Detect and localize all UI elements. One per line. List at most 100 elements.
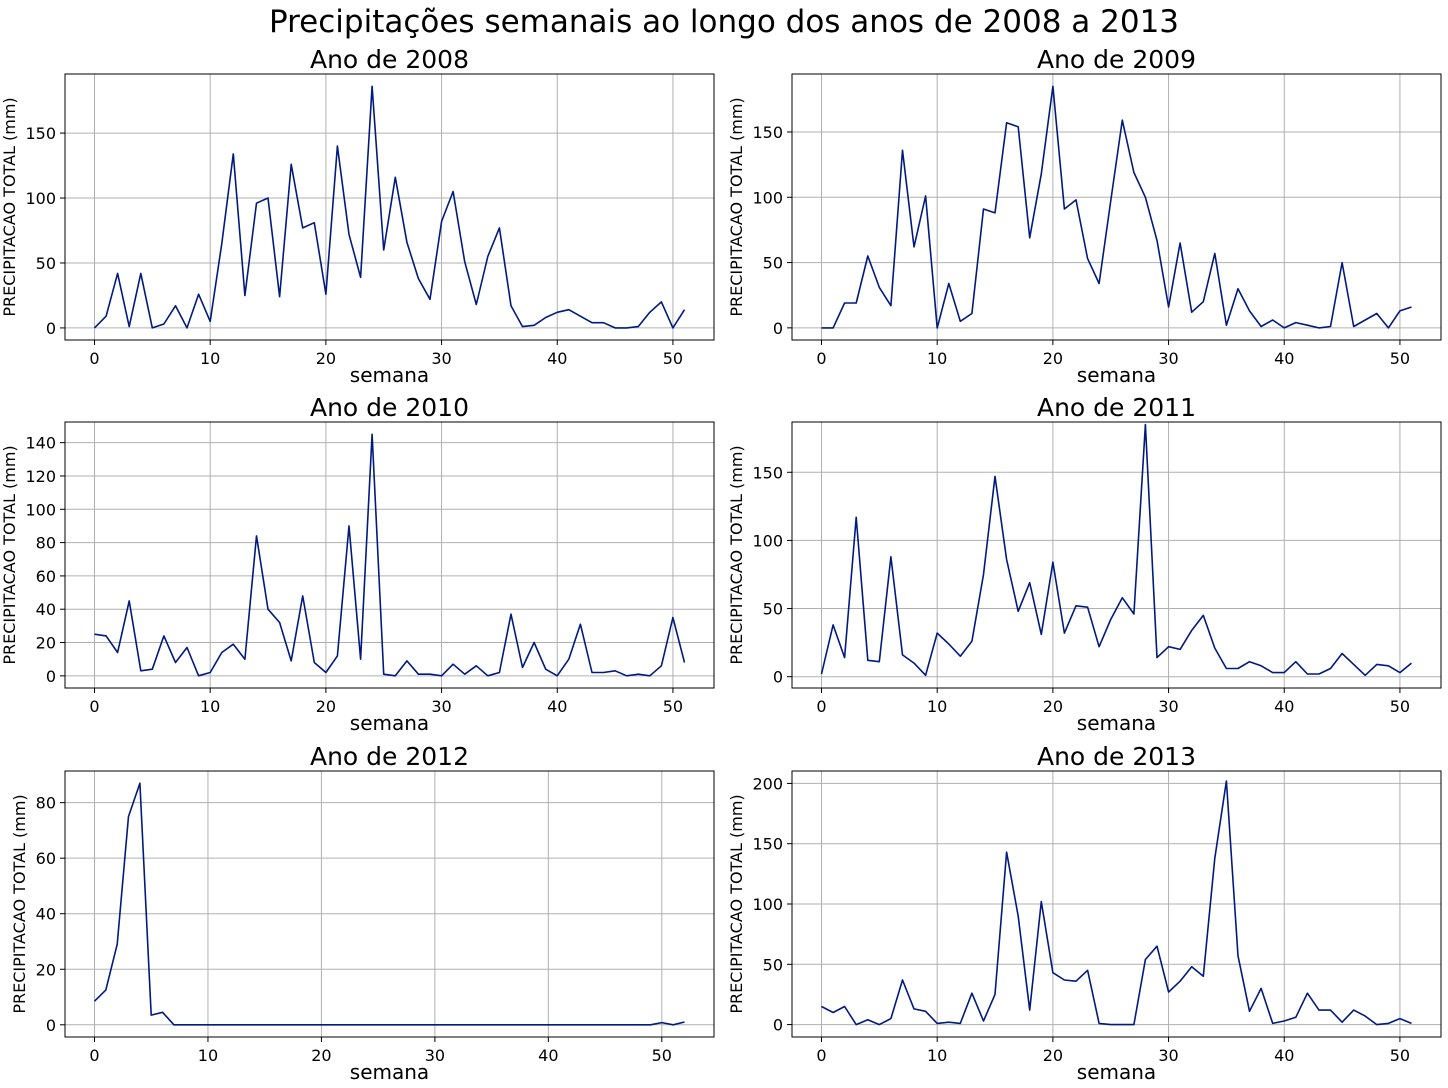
y-tick-label: 150 <box>752 463 783 482</box>
x-tick-label: 40 <box>1274 349 1294 368</box>
x-tick-label: 20 <box>1043 349 1063 368</box>
y-tick-label: 80 <box>36 794 56 813</box>
x-tick-label: 50 <box>1390 1046 1410 1065</box>
y-tick-label: 100 <box>752 531 783 550</box>
subplot-title: Ano de 2010 <box>310 393 469 422</box>
x-axis-label: semana <box>1077 711 1156 735</box>
x-tick-label: 0 <box>89 697 99 716</box>
plot-frame <box>64 770 715 1038</box>
x-tick-label: 10 <box>200 697 220 716</box>
x-tick-label: 10 <box>927 1046 947 1065</box>
y-tick-label: 50 <box>763 600 783 619</box>
y-tick-label: 0 <box>773 319 783 338</box>
y-tick-label: 100 <box>25 189 56 208</box>
y-tick-label: 0 <box>773 668 783 687</box>
subplot-title: Ano de 2012 <box>310 742 469 771</box>
x-tick-label: 10 <box>198 1046 218 1065</box>
series-line <box>820 423 1413 677</box>
subplot-6: 0 10 20 30 40 50 0 50 100 150 200 Ano de 2013 semana… <box>727 742 1442 1084</box>
subplot-5: 0 10 20 30 40 50 0 20 40 60 80 Ano de 2012 semana PRE… <box>10 742 715 1084</box>
y-tick-label: 50 <box>763 254 783 273</box>
y-tick-label: 20 <box>36 960 56 979</box>
subplot-3: 0 10 20 30 40 50 0 20 40 60 80 100 120 140 Ano de 2010… <box>0 393 715 735</box>
x-tick-label: 20 <box>316 697 336 716</box>
x-tick-label: 10 <box>927 697 947 716</box>
y-tick-label: 60 <box>36 567 56 586</box>
series-line <box>94 433 686 677</box>
x-tick-label: 50 <box>1390 349 1410 368</box>
series-line <box>93 85 686 329</box>
subplot-2: 0 10 20 30 40 50 0 50 100 150 Ano de 2009 semana PRE… <box>727 45 1442 387</box>
y-axis-label: PRECIPITACAO TOTAL (mm) <box>0 97 19 316</box>
y-tick-label: 50 <box>763 955 783 974</box>
y-tick-label: 60 <box>36 849 56 868</box>
x-tick-label: 30 <box>1158 1046 1178 1065</box>
y-tick-label: 100 <box>752 188 783 207</box>
x-tick-label: 40 <box>547 349 567 368</box>
series-line <box>821 780 1412 1026</box>
y-tick-label: 0 <box>46 1016 56 1035</box>
x-axis-label: semana <box>1077 363 1156 387</box>
y-tick-label: 0 <box>46 319 56 338</box>
figure-title: Precipitações semanais ao longo dos anos… <box>269 4 1179 40</box>
x-tick-label: 0 <box>816 697 826 716</box>
plot-frame <box>64 73 715 341</box>
y-tick-label: 140 <box>25 434 56 453</box>
x-tick-label: 40 <box>538 1046 558 1065</box>
x-tick-label: 50 <box>663 697 683 716</box>
y-tick-label: 40 <box>36 905 56 924</box>
y-axis-label: PRECIPITACAO TOTAL (mm) <box>10 794 29 1013</box>
y-axis-label: PRECIPITACAO TOTAL (mm) <box>727 445 746 664</box>
y-tick-label: 0 <box>46 667 56 686</box>
x-axis-label: semana <box>350 1060 429 1084</box>
x-tick-label: 20 <box>311 1046 331 1065</box>
x-tick-label: 20 <box>1043 1046 1063 1065</box>
y-tick-label: 80 <box>36 534 56 553</box>
y-tick-label: 150 <box>752 835 783 854</box>
x-tick-label: 50 <box>652 1046 672 1065</box>
x-axis-label: semana <box>350 363 429 387</box>
y-tick-label: 100 <box>25 500 56 519</box>
y-tick-label: 150 <box>25 124 56 143</box>
x-tick-label: 20 <box>316 349 336 368</box>
series-line <box>93 782 685 1026</box>
y-tick-label: 100 <box>752 895 783 914</box>
subplot-title: Ano de 2013 <box>1037 742 1196 771</box>
x-tick-label: 30 <box>425 1046 445 1065</box>
subplot-1: 0 10 20 30 40 50 0 50 100 150 Ano de 2008 semana PRE… <box>0 45 715 387</box>
y-axis-label: PRECIPITACAO TOTAL (mm) <box>727 794 746 1013</box>
x-tick-label: 0 <box>816 1046 826 1065</box>
y-tick-label: 0 <box>773 1016 783 1035</box>
x-tick-label: 20 <box>1043 697 1063 716</box>
y-tick-label: 20 <box>36 634 56 653</box>
y-tick-label: 200 <box>752 774 783 793</box>
subplot-title: Ano de 2009 <box>1037 45 1196 74</box>
x-tick-label: 0 <box>816 349 826 368</box>
y-tick-label: 150 <box>752 123 783 142</box>
x-tick-label: 50 <box>1390 697 1410 716</box>
y-axis-label: PRECIPITACAO TOTAL (mm) <box>727 97 746 316</box>
x-tick-label: 40 <box>1274 1046 1294 1065</box>
x-axis-label: semana <box>1077 1060 1156 1084</box>
x-axis-label: semana <box>350 711 429 735</box>
x-tick-label: 0 <box>89 1046 99 1065</box>
subplot-4: 0 10 20 30 40 50 0 50 100 150 Ano de 2011 semana PRE… <box>727 393 1442 735</box>
x-tick-label: 10 <box>927 349 947 368</box>
x-tick-label: 30 <box>431 349 451 368</box>
subplot-title: Ano de 2008 <box>310 45 469 74</box>
plot-frame <box>791 73 1442 341</box>
x-tick-label: 10 <box>200 349 220 368</box>
plot-frame <box>64 421 715 689</box>
x-tick-label: 40 <box>1274 697 1294 716</box>
series-line <box>821 85 1412 329</box>
y-axis-label: PRECIPITACAO TOTAL (mm) <box>0 445 19 664</box>
x-tick-label: 0 <box>89 349 99 368</box>
x-tick-label: 50 <box>663 349 683 368</box>
x-tick-label: 40 <box>547 697 567 716</box>
y-tick-label: 40 <box>36 600 56 619</box>
y-tick-label: 120 <box>25 467 56 486</box>
y-tick-label: 50 <box>36 254 56 273</box>
x-tick-label: 30 <box>431 697 451 716</box>
